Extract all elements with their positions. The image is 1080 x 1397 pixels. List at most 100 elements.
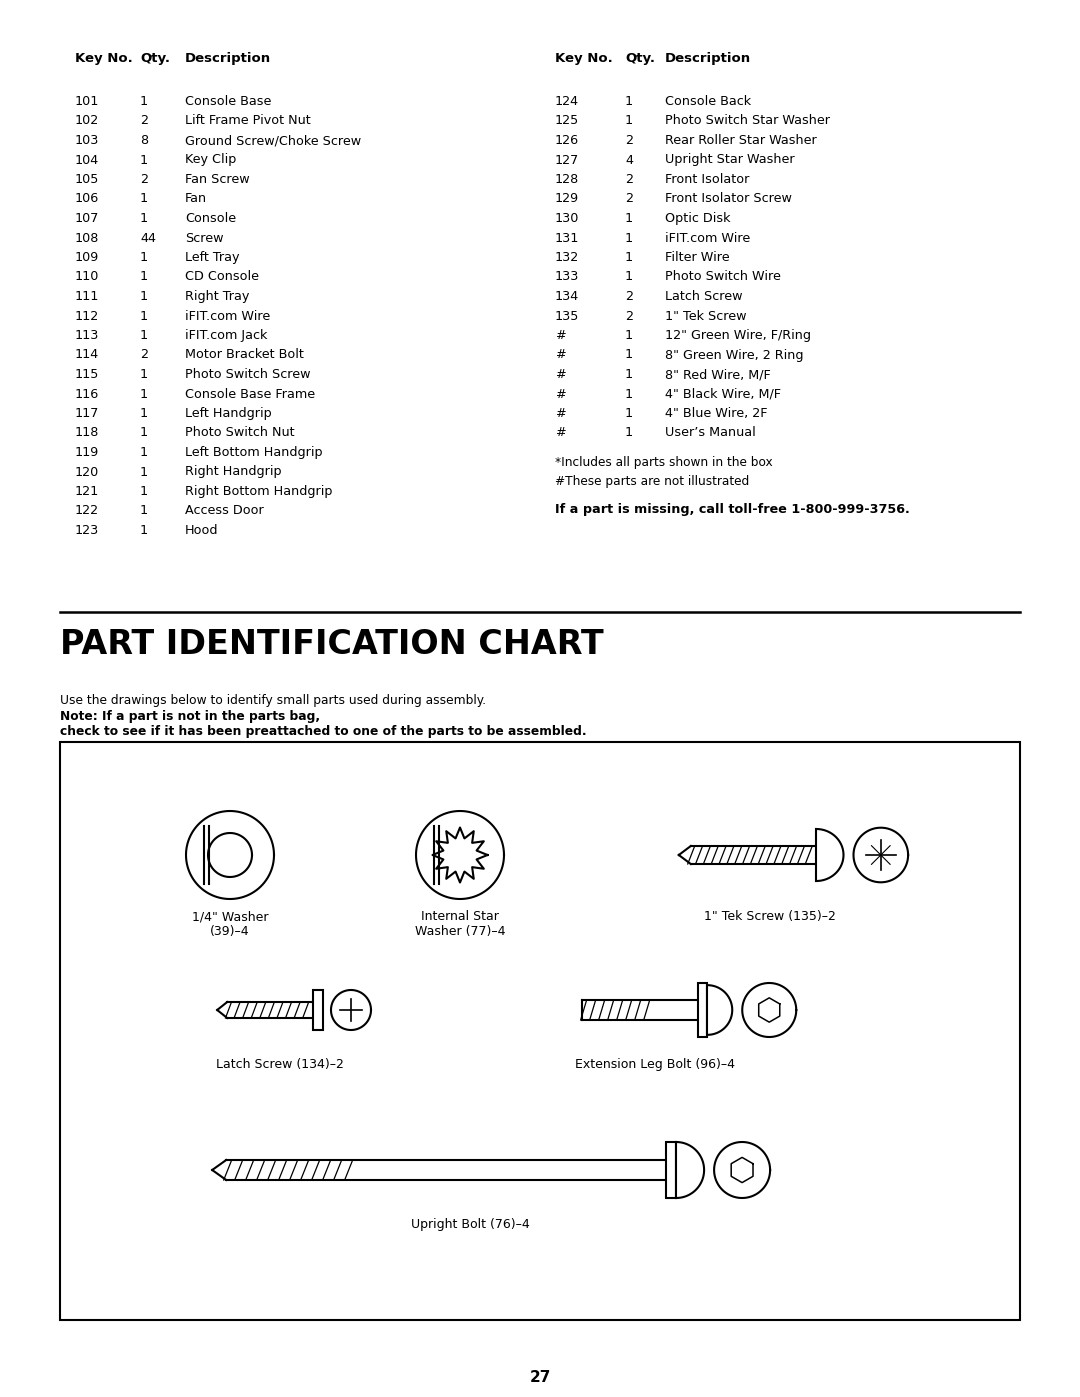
- Text: 1: 1: [140, 465, 148, 479]
- Text: 112: 112: [75, 310, 99, 323]
- Text: 1: 1: [625, 330, 633, 342]
- Text: 122: 122: [75, 504, 99, 517]
- Text: 134: 134: [555, 291, 579, 303]
- Text: 126: 126: [555, 134, 579, 147]
- Text: 106: 106: [75, 193, 99, 205]
- Text: Key No.: Key No.: [555, 52, 612, 66]
- Text: 131: 131: [555, 232, 579, 244]
- Text: Access Door: Access Door: [185, 504, 264, 517]
- Text: Key Clip: Key Clip: [185, 154, 237, 166]
- Bar: [699, 983, 707, 1037]
- Text: PART IDENTIFICATION CHART: PART IDENTIFICATION CHART: [60, 629, 604, 661]
- Text: Lift Frame Pivot Nut: Lift Frame Pivot Nut: [185, 115, 311, 127]
- Text: #: #: [555, 348, 566, 362]
- Text: Qty.: Qty.: [140, 52, 170, 66]
- Text: 8" Red Wire, M/F: 8" Red Wire, M/F: [665, 367, 771, 381]
- Text: 103: 103: [75, 134, 99, 147]
- Text: Left Bottom Handgrip: Left Bottom Handgrip: [185, 446, 323, 460]
- Text: Console Back: Console Back: [665, 95, 751, 108]
- Text: Qty.: Qty.: [625, 52, 654, 66]
- Text: #These parts are not illustrated: #These parts are not illustrated: [555, 475, 750, 489]
- Text: 1: 1: [625, 271, 633, 284]
- Text: Left Tray: Left Tray: [185, 251, 240, 264]
- Text: 1: 1: [140, 367, 148, 381]
- Text: Console Base: Console Base: [185, 95, 271, 108]
- Text: 1" Tek Screw: 1" Tek Screw: [665, 310, 746, 323]
- Text: Description: Description: [185, 52, 271, 66]
- Text: 119: 119: [75, 446, 99, 460]
- Text: Use the drawings below to identify small parts used during assembly.: Use the drawings below to identify small…: [60, 694, 490, 707]
- Text: Console Base Frame: Console Base Frame: [185, 387, 315, 401]
- Text: 121: 121: [75, 485, 99, 497]
- Text: Key No.: Key No.: [75, 52, 133, 66]
- Text: Latch Screw (134)–2: Latch Screw (134)–2: [216, 1058, 343, 1071]
- Text: 2: 2: [625, 291, 633, 303]
- Text: 108: 108: [75, 232, 99, 244]
- Text: 113: 113: [75, 330, 99, 342]
- Text: #: #: [555, 330, 566, 342]
- Text: 125: 125: [555, 115, 579, 127]
- Text: Photo Switch Nut: Photo Switch Nut: [185, 426, 295, 440]
- Text: 127: 127: [555, 154, 579, 166]
- Text: 1: 1: [625, 212, 633, 225]
- Text: 132: 132: [555, 251, 579, 264]
- Text: Photo Switch Screw: Photo Switch Screw: [185, 367, 311, 381]
- Text: 1: 1: [140, 154, 148, 166]
- Text: 1: 1: [140, 271, 148, 284]
- Text: 1: 1: [625, 95, 633, 108]
- Text: 1: 1: [140, 387, 148, 401]
- Text: Left Handgrip: Left Handgrip: [185, 407, 272, 420]
- Bar: [666, 1141, 676, 1199]
- Text: Right Handgrip: Right Handgrip: [185, 465, 282, 479]
- Text: 1: 1: [625, 426, 633, 440]
- Polygon shape: [816, 828, 843, 882]
- Text: Ground Screw/Choke Screw: Ground Screw/Choke Screw: [185, 134, 361, 147]
- Text: 1: 1: [140, 310, 148, 323]
- Text: User’s Manual: User’s Manual: [665, 426, 756, 440]
- Text: 114: 114: [75, 348, 99, 362]
- Bar: [313, 990, 323, 1030]
- Text: Photo Switch Wire: Photo Switch Wire: [665, 271, 781, 284]
- Text: 105: 105: [75, 173, 99, 186]
- Text: 1: 1: [625, 348, 633, 362]
- Text: If a part is missing, call toll-free 1-800-999-3756.: If a part is missing, call toll-free 1-8…: [555, 503, 909, 515]
- Text: 2: 2: [625, 310, 633, 323]
- Text: Hood: Hood: [185, 524, 218, 536]
- Text: 123: 123: [75, 524, 99, 536]
- Text: 1: 1: [140, 212, 148, 225]
- Text: 130: 130: [555, 212, 579, 225]
- Text: 117: 117: [75, 407, 99, 420]
- Text: 102: 102: [75, 115, 99, 127]
- Text: 120: 120: [75, 465, 99, 479]
- Text: Front Isolator: Front Isolator: [665, 173, 750, 186]
- Text: 1: 1: [625, 251, 633, 264]
- Text: Description: Description: [665, 52, 751, 66]
- Text: Fan: Fan: [185, 193, 207, 205]
- Text: Photo Switch Star Washer: Photo Switch Star Washer: [665, 115, 831, 127]
- Text: *Includes all parts shown in the box: *Includes all parts shown in the box: [555, 455, 772, 469]
- Polygon shape: [707, 985, 732, 1035]
- Text: CD Console: CD Console: [185, 271, 259, 284]
- Text: Right Tray: Right Tray: [185, 291, 249, 303]
- Text: 133: 133: [555, 271, 579, 284]
- Text: 2: 2: [625, 173, 633, 186]
- Text: 1: 1: [140, 251, 148, 264]
- Text: #: #: [555, 426, 566, 440]
- Text: 1: 1: [625, 407, 633, 420]
- Text: 1: 1: [625, 387, 633, 401]
- Text: 2: 2: [140, 115, 148, 127]
- Text: 1: 1: [625, 232, 633, 244]
- Text: 1: 1: [140, 426, 148, 440]
- Text: #: #: [555, 407, 566, 420]
- Text: 12" Green Wire, F/Ring: 12" Green Wire, F/Ring: [665, 330, 811, 342]
- Text: 2: 2: [140, 173, 148, 186]
- Text: Optic Disk: Optic Disk: [665, 212, 730, 225]
- Text: Motor Bracket Bolt: Motor Bracket Bolt: [185, 348, 303, 362]
- Text: Console: Console: [185, 212, 237, 225]
- Text: 1/4" Washer
(39)–4: 1/4" Washer (39)–4: [192, 909, 268, 937]
- Text: 1: 1: [140, 291, 148, 303]
- Text: Internal Star
Washer (77)–4: Internal Star Washer (77)–4: [415, 909, 505, 937]
- Text: 135: 135: [555, 310, 579, 323]
- Text: 1: 1: [140, 407, 148, 420]
- Text: 1: 1: [140, 330, 148, 342]
